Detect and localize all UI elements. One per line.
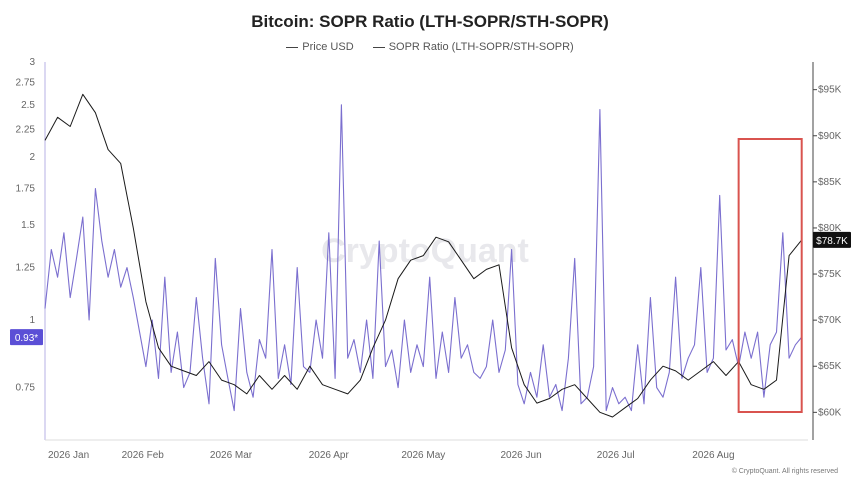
sopr-last-value-badge — [10, 329, 43, 346]
y-left-tick-label: 1.5 — [21, 220, 35, 231]
x-tick-label: 2026 Jul — [597, 450, 635, 461]
highlight-box — [737, 138, 803, 413]
x-tick-label: 2026 Feb — [122, 450, 165, 461]
x-tick-label: 2026 Aug — [692, 450, 734, 461]
axes-group: 3 2.75 2.5 2.25 2 1.75 1.5 1.25 1 0.75 $95K $90K $85… — [16, 57, 842, 461]
y-right-tick-label: $65K — [818, 361, 842, 372]
x-tick-label: 2026 May — [401, 450, 445, 461]
y-left-tick-label: 1.75 — [16, 184, 36, 195]
y-right-tick-label: $70K — [818, 315, 842, 326]
y-left-tick-label: 1.25 — [16, 263, 36, 274]
x-tick-label: 2026 Jan — [48, 450, 89, 461]
y-left-tick-label: 0.75 — [16, 383, 36, 394]
legend-item-sopr[interactable]: SOPR Ratio (LTH-SOPR/STH-SOPR) — [372, 41, 574, 53]
x-tick-label: 2026 Apr — [309, 450, 350, 461]
y-right-tick-label: $60K — [818, 407, 842, 418]
price-last-value-badge — [813, 231, 851, 248]
legend-swatch-price — [286, 46, 299, 48]
x-tick-label: 2026 Jun — [501, 450, 542, 461]
y-left-tick-label: 2 — [29, 152, 35, 163]
y-left-tick-label: 3 — [29, 57, 35, 68]
chart-legend: Price USD SOPR Ratio (LTH-SOPR/STH-SOPR) — [0, 41, 860, 53]
legend-label-sopr: SOPR Ratio (LTH-SOPR/STH-SOPR) — [388, 41, 574, 53]
legend-swatch-sopr — [372, 46, 385, 48]
chart-title: Bitcoin: SOPR Ratio (LTH-SOPR/STH-SOPR) — [251, 12, 609, 31]
y-right-tick-label: $85K — [818, 177, 842, 188]
sopr-last-value-label: 0.93* — [15, 333, 38, 344]
y-left-tick-label: 1 — [29, 315, 35, 326]
y-right-tick-label: $80K — [818, 223, 842, 234]
copyright-credit: © CryptoQuant. All rights reserved — [732, 467, 838, 475]
legend-item-price[interactable]: Price USD — [286, 41, 354, 53]
price-series-line — [44, 93, 803, 418]
sopr-series-line — [44, 104, 803, 412]
legend-label-price: Price USD — [302, 41, 354, 53]
y-left-tick-label: 2.25 — [16, 125, 36, 136]
sopr-series-layer — [44, 104, 803, 412]
watermark-text: CryptoQuant — [321, 232, 529, 270]
y-left-tick-label: 2.5 — [21, 100, 35, 111]
price-last-value-label: $78.7K — [816, 236, 848, 247]
price-series-layer — [44, 93, 803, 418]
y-right-tick-label: $75K — [818, 269, 842, 280]
y-right-tick-label: $90K — [818, 131, 842, 142]
y-left-tick-label: 2.75 — [16, 77, 36, 88]
y-right-tick-label: $95K — [818, 85, 842, 96]
overlay-group: 0.93* $78.7K — [10, 138, 851, 413]
x-tick-label: 2026 Mar — [210, 450, 253, 461]
